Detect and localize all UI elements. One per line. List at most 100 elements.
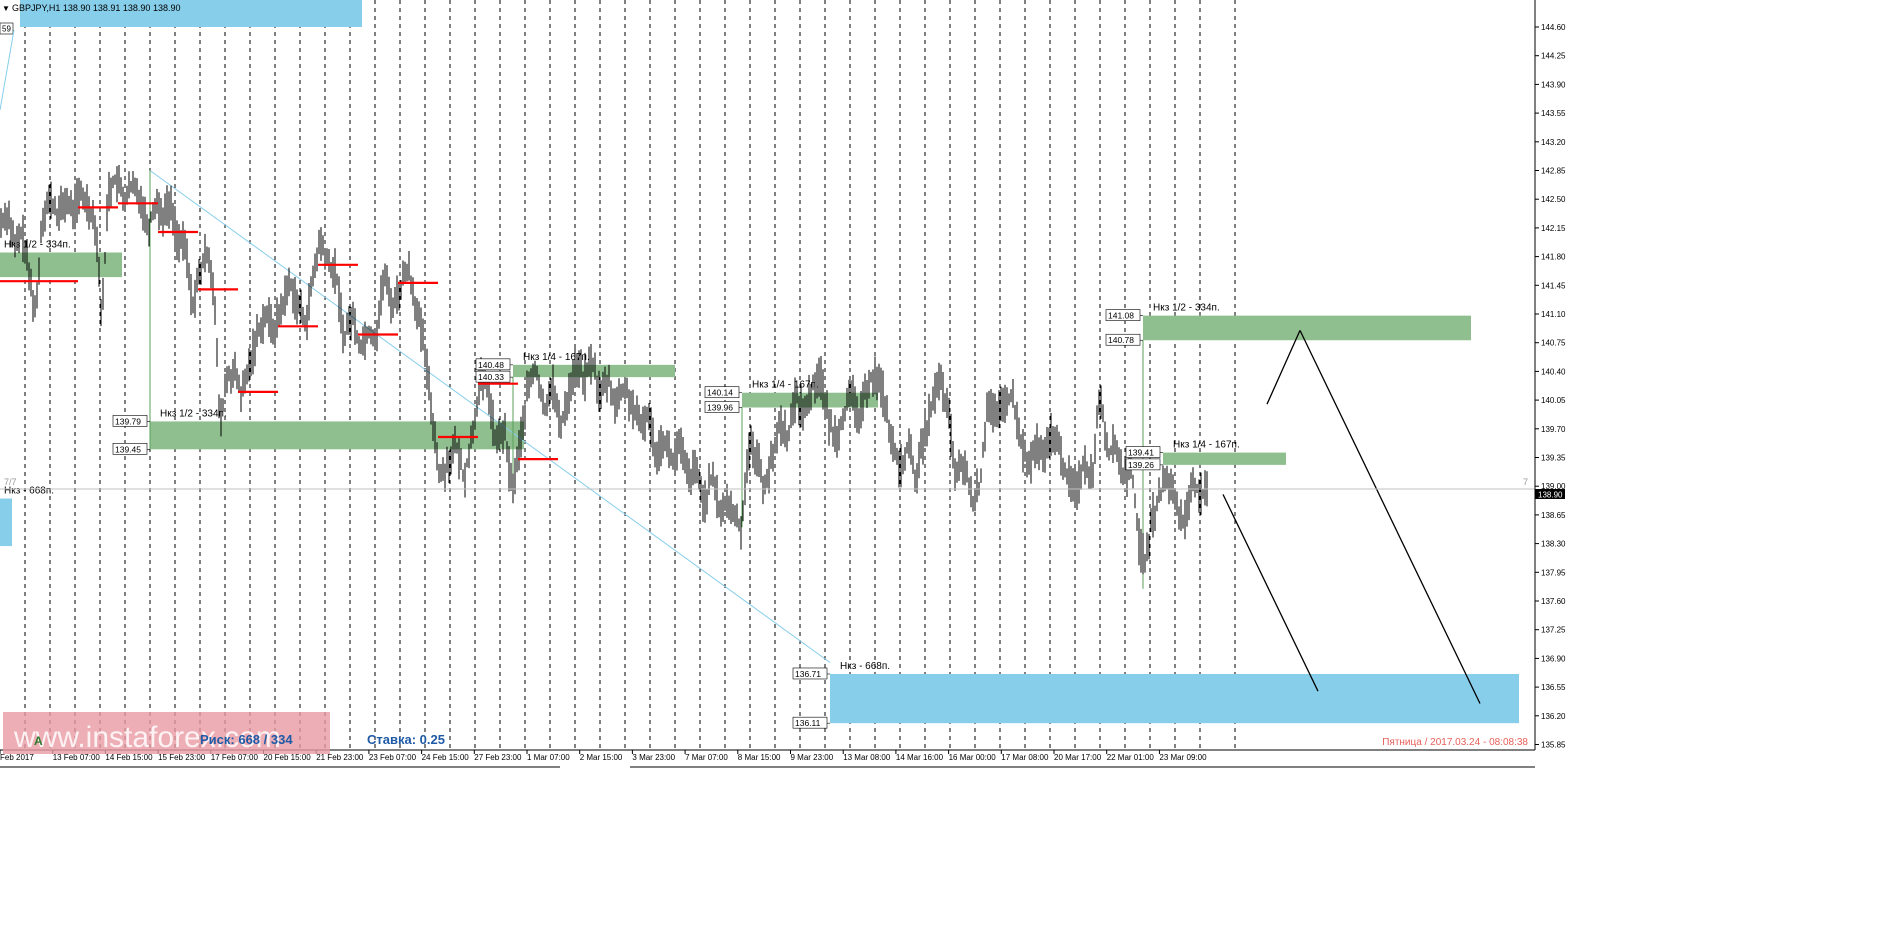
zone-top-box bbox=[112, 415, 148, 427]
time-axis: Feb 2017 13 Feb 07:00 14 Feb 15:00 15 Feb 2… bbox=[0, 750, 1207, 762]
price-tick-label: 139.70 bbox=[1541, 425, 1566, 434]
time-tick-label: 21 Feb 23:00 bbox=[316, 753, 364, 762]
price-tick-label: 143.20 bbox=[1541, 138, 1566, 147]
zone-label: Нкз - 668п. bbox=[840, 661, 890, 672]
current-price-label: 138.90 bbox=[1538, 491, 1563, 500]
zone-bottom-value: 140.33 bbox=[478, 372, 504, 382]
forecast-line bbox=[1299, 330, 1481, 704]
zone-top-value: 139.41 bbox=[1128, 448, 1154, 458]
zone-top-box bbox=[1105, 309, 1141, 321]
top-left-value-box bbox=[0, 22, 14, 35]
time-tick-label: 7 Mar 07:00 bbox=[685, 753, 728, 762]
time-tick-label: 8 Mar 15:00 bbox=[738, 753, 781, 762]
zone-bottom-value: 136.11 bbox=[795, 718, 821, 728]
price-tick-label: 135.85 bbox=[1541, 741, 1566, 750]
zone-top-box bbox=[792, 667, 828, 680]
price-tick-label: 139.00 bbox=[1541, 482, 1566, 491]
risk-text: Риск: 668 / 334 bbox=[200, 732, 293, 747]
forecast-line bbox=[1222, 494, 1319, 692]
left-edge-marker: 7/7 bbox=[4, 477, 17, 487]
price-tick-label: 142.85 bbox=[1541, 167, 1566, 176]
zone-top-value: 141.08 bbox=[1108, 311, 1134, 321]
zone-top-value: 140.48 bbox=[478, 360, 504, 370]
zone-rect bbox=[0, 498, 12, 547]
price-tick-label: 140.05 bbox=[1541, 396, 1566, 405]
time-tick-label: 3 Mar 23:00 bbox=[632, 753, 675, 762]
price-tick-label: 141.45 bbox=[1541, 281, 1566, 290]
zone-label: Нкз 1/4 - 167п. bbox=[1173, 440, 1240, 451]
time-tick-label: 16 Mar 00:00 bbox=[949, 753, 997, 762]
symbol-line: GBPJPY,H1 138.90 138.91 138.90 138.90 bbox=[12, 3, 180, 13]
forecast-layer bbox=[1222, 330, 1481, 704]
trendline bbox=[149, 170, 831, 663]
right-edge-marker: 7 bbox=[1523, 477, 1528, 487]
forecast-line bbox=[1266, 330, 1301, 405]
zone-bottom-value: 139.96 bbox=[707, 402, 733, 412]
time-tick-label: 24 Feb 15:00 bbox=[422, 753, 470, 762]
time-tick-label: 17 Feb 07:00 bbox=[211, 753, 259, 762]
zone-bottom-value: 140.78 bbox=[1108, 335, 1134, 345]
price-tick-label: 138.30 bbox=[1541, 540, 1566, 549]
price-tick-label: 141.10 bbox=[1541, 310, 1566, 319]
price-axis: 144.60 144.25 143.90 143.55 143.20 142.85 142.… bbox=[1535, 23, 1566, 750]
triangle-down-icon[interactable]: ▼ bbox=[2, 4, 10, 13]
red-level-layer bbox=[0, 202, 558, 461]
time-tick-label: 23 Mar 09:00 bbox=[1159, 753, 1207, 762]
time-tick-label: 27 Feb 23:00 bbox=[474, 753, 522, 762]
rate-text: Ставка: 0.25 bbox=[367, 732, 445, 747]
price-tick-label: 144.60 bbox=[1541, 23, 1566, 32]
zone-top-box bbox=[1125, 446, 1161, 458]
zone-label: Нкз 1/2 - 334п. bbox=[1153, 303, 1220, 314]
zone-top-box bbox=[704, 386, 740, 399]
zone-bottom-box bbox=[792, 716, 828, 729]
zone-bottom-box bbox=[112, 442, 148, 455]
vertical-grid bbox=[24, 0, 1236, 750]
time-tick-label: 23 Feb 07:00 bbox=[369, 753, 417, 762]
price-tick-label: 137.95 bbox=[1541, 568, 1566, 577]
zone-rect bbox=[830, 673, 1519, 724]
top-left-connector bbox=[0, 29, 15, 111]
price-tick-label: 138.65 bbox=[1541, 511, 1566, 520]
time-tick-label: 15 Feb 23:00 bbox=[158, 753, 206, 762]
header-blue-band bbox=[20, 0, 362, 27]
price-tick-label: 136.90 bbox=[1541, 654, 1566, 663]
time-tick-label: 14 Feb 15:00 bbox=[105, 753, 153, 762]
zone-bottom-box bbox=[704, 401, 740, 413]
zone-label: Нкз - 668п. bbox=[4, 486, 54, 497]
watermark-text: www.instaforex.com bbox=[13, 721, 281, 754]
price-tick-label: 136.20 bbox=[1541, 712, 1566, 721]
zone-bottom-box bbox=[475, 370, 511, 383]
zone-label: Нкз 1/2 - 334п. bbox=[160, 408, 227, 419]
candle-layer bbox=[0, 165, 1208, 575]
top-left-value: 59 bbox=[2, 25, 11, 34]
zone-bottom-box bbox=[1125, 458, 1161, 471]
zone-top-value: 136.71 bbox=[795, 669, 821, 679]
current-price-box bbox=[1535, 489, 1565, 499]
time-tick-label: 13 Feb 07:00 bbox=[53, 753, 101, 762]
zone-rect bbox=[0, 252, 122, 278]
price-tick-label: 136.55 bbox=[1541, 683, 1566, 692]
time-tick-label: 9 Mar 23:00 bbox=[791, 753, 834, 762]
timestamp: Пятница / 2017.03.24 - 08:08:38 bbox=[1382, 737, 1528, 748]
zone-rect bbox=[150, 421, 524, 450]
zone-bottom-value: 139.45 bbox=[115, 444, 141, 454]
zone-label: Нкз 1/4 - 167п. bbox=[523, 352, 590, 363]
price-tick-label: 143.90 bbox=[1541, 80, 1566, 89]
time-tick-label: 22 Mar 01:00 bbox=[1107, 753, 1155, 762]
time-tick-label: 17 Mar 08:00 bbox=[1001, 753, 1049, 762]
zone-bottom-value: 139.26 bbox=[1128, 460, 1154, 470]
zone-top-box bbox=[475, 358, 511, 371]
price-tick-label: 144.25 bbox=[1541, 52, 1566, 61]
zone-rect bbox=[1143, 315, 1471, 341]
zone-label-layer: Нкз 1/2 - 334п. Нкз 1/2 - 334п. 139.79 139.… bbox=[4, 240, 1240, 729]
zone-label: Нкз 1/4 - 167п. bbox=[752, 380, 819, 391]
zone-label: Нкз 1/2 - 334п. bbox=[4, 240, 71, 251]
zone-top-value: 139.79 bbox=[115, 416, 141, 426]
time-tick-label: 20 Feb 15:00 bbox=[264, 753, 312, 762]
price-tick-label: 142.15 bbox=[1541, 224, 1566, 233]
zone-rect bbox=[742, 392, 878, 408]
price-tick-label: 140.75 bbox=[1541, 339, 1566, 348]
zone-bottom-box bbox=[1105, 333, 1141, 346]
price-tick-label: 139.35 bbox=[1541, 454, 1566, 463]
